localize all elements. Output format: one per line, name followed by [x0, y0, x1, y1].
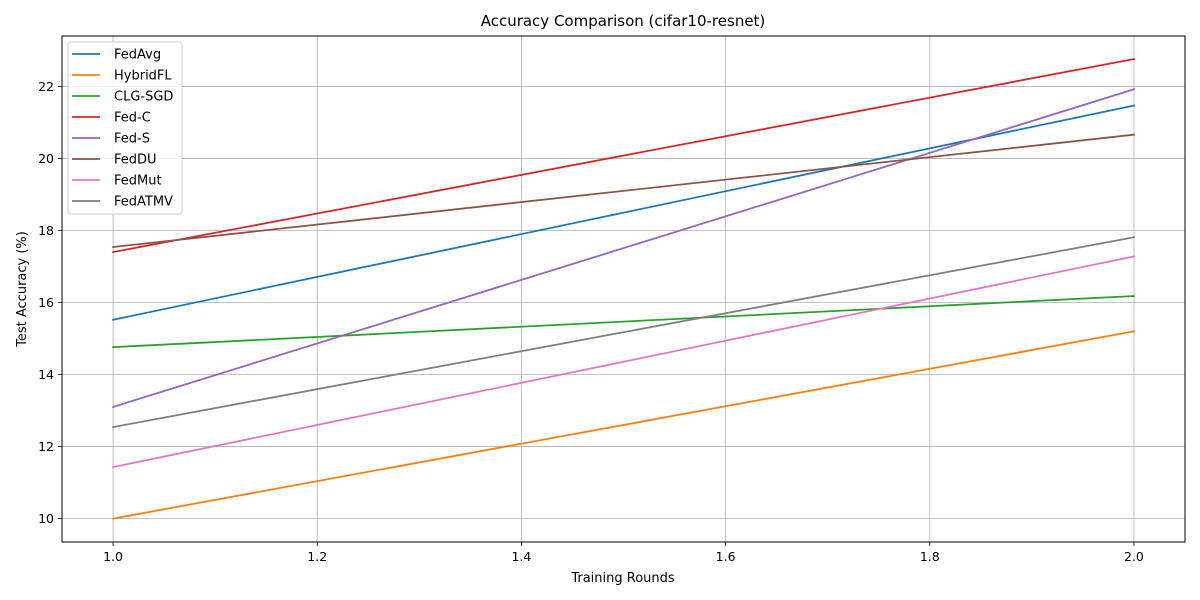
series-line-fed-s — [111, 88, 1136, 409]
y-tick-label: 10 — [38, 511, 54, 526]
x-tick-label: 1.2 — [307, 549, 327, 564]
x-tick-label: 1.0 — [103, 549, 123, 564]
legend-label: FedATMV — [114, 195, 173, 210]
plot-frame — [61, 35, 1186, 543]
chart-title: Accuracy Comparison (cifar10-resnet) — [481, 12, 766, 30]
series-line-fedatmv — [112, 236, 1135, 429]
x-tick-label: 1.8 — [920, 549, 940, 564]
series-line-clg-sgd — [112, 295, 1135, 349]
y-tick-label: 22 — [38, 79, 54, 94]
series-line-feddu — [112, 133, 1135, 249]
legend-label: HybridFL — [114, 69, 172, 84]
legend-label: CLG-SGD — [114, 90, 173, 105]
series-line-hybridfl — [112, 330, 1135, 520]
y-axis-label: Test Accuracy (%) — [15, 231, 30, 348]
y-tick-label: 18 — [38, 223, 54, 238]
y-tick-label: 12 — [38, 439, 54, 454]
series-lines — [111, 57, 1136, 520]
y-tick-label: 14 — [38, 367, 54, 382]
legend-label: FedMut — [114, 174, 162, 189]
legend-label: Fed-C — [114, 111, 151, 126]
legend: FedAvg HybridFL CLG-SGD Fed-C Fed-S FedDU FedM… — [67, 41, 183, 215]
y-tick-label: 20 — [38, 151, 54, 166]
x-tick-label: 2.0 — [1124, 549, 1144, 564]
y-tick-label: 16 — [38, 295, 54, 310]
series-line-fedmut — [111, 255, 1136, 469]
series-line-fedavg — [111, 104, 1136, 321]
legend-box — [67, 41, 183, 215]
legend-label: Fed-S — [114, 132, 150, 147]
axis-ticks: 1.0 1.2 1.4 1.6 1.8 2.0 10 12 14 16 18 20 22 — [38, 79, 1144, 564]
x-axis-label: Training Rounds — [570, 571, 675, 586]
x-tick-label: 1.6 — [716, 549, 736, 564]
legend-label: FedDU — [114, 153, 157, 168]
legend-label: FedAvg — [114, 48, 161, 63]
x-tick-label: 1.4 — [511, 549, 531, 564]
series-line-fed-c — [111, 57, 1136, 254]
